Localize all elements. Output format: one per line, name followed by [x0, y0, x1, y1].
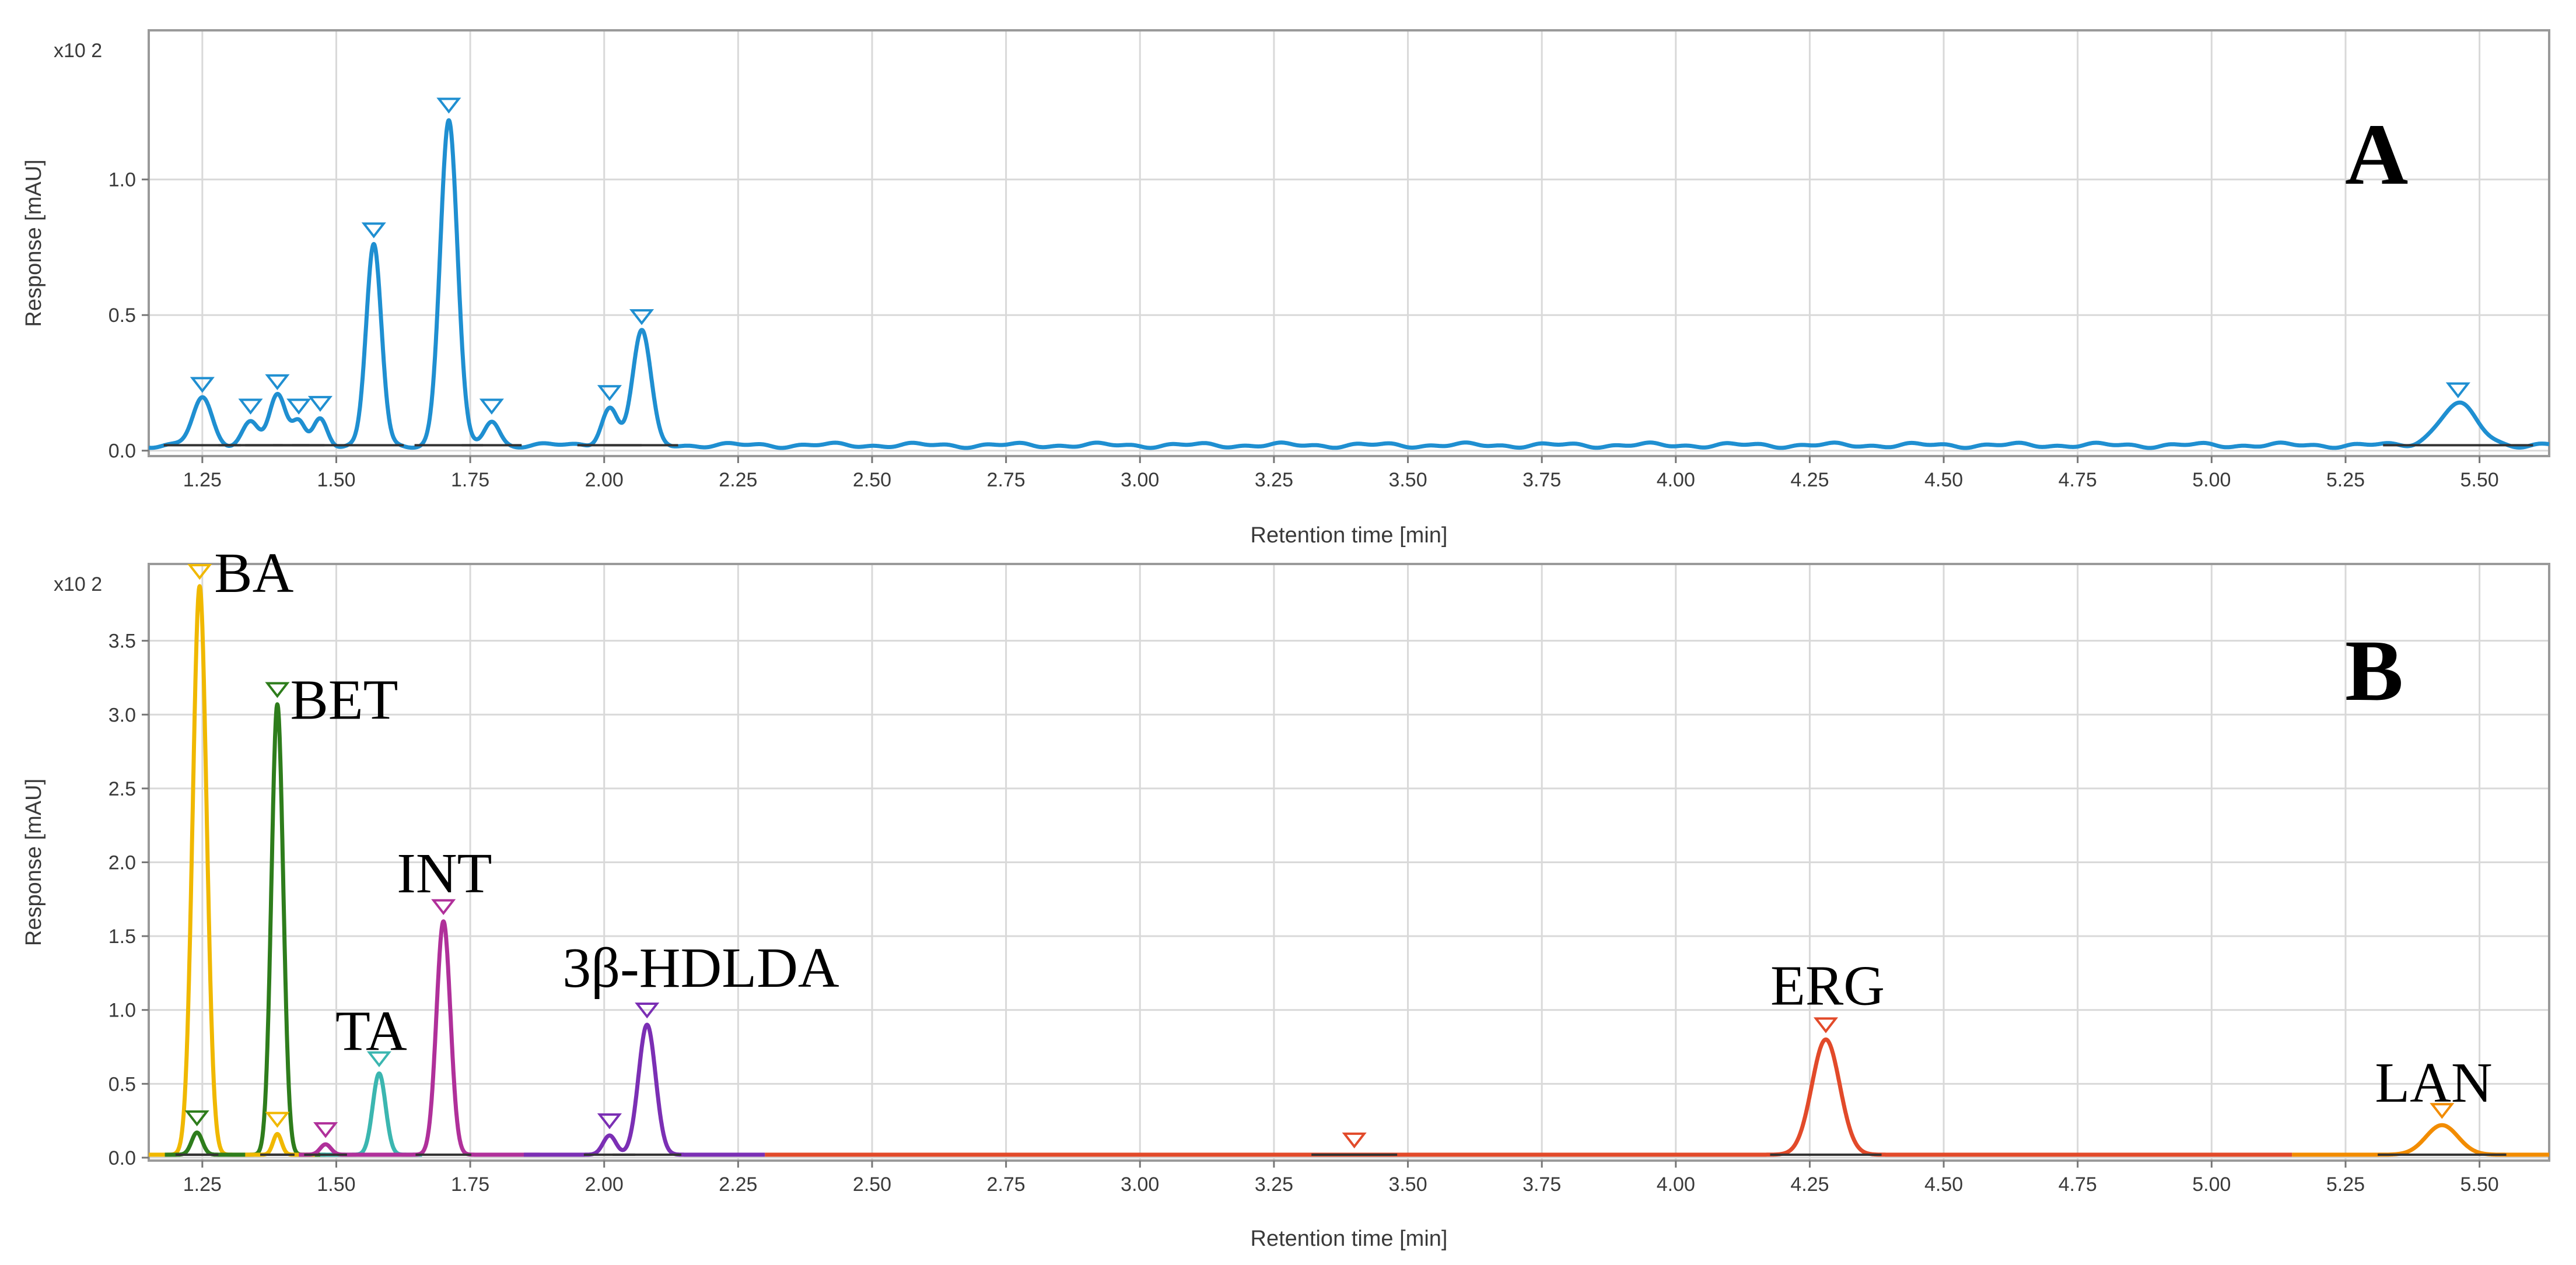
x-tick-label: 3.50: [1388, 1173, 1427, 1196]
peak-label: ERG: [1770, 954, 1885, 1017]
peak-marker: [1342, 1132, 1367, 1149]
x-tick-label: 3.00: [1121, 1173, 1159, 1196]
y-tick-label: 0.0: [108, 440, 136, 462]
peak-label: LAN: [2375, 1052, 2492, 1115]
peak-marker: [265, 682, 290, 698]
y-axis-label: Response [mAU]: [22, 779, 46, 946]
x-axis-label: Retention time [min]: [1251, 1227, 1448, 1251]
y-tick-label: 1.5: [108, 926, 136, 948]
y-multiplier-label: x10 2: [54, 40, 102, 62]
x-tick-label: 1.25: [183, 469, 222, 491]
peak-marker: [629, 309, 654, 325]
plot-frame: [148, 29, 2550, 457]
peak-marker: [597, 1113, 622, 1130]
y-tick-label: 2.0: [108, 852, 136, 874]
peak-marker: [265, 374, 290, 390]
peak-marker: [431, 899, 456, 916]
x-tick-label: 5.00: [2192, 469, 2231, 491]
x-tick-label: 2.75: [987, 1173, 1026, 1196]
peak-label: BET: [290, 669, 398, 732]
x-tick-label: 3.50: [1388, 469, 1427, 491]
x-tick-label: 4.75: [2059, 1173, 2097, 1196]
peak-marker: [366, 1051, 392, 1067]
peak-marker: [238, 398, 263, 415]
y-tick-label: 3.0: [108, 704, 136, 726]
x-tick-label: 4.25: [1790, 469, 1829, 491]
peak-label: TA: [335, 1000, 407, 1063]
peak-marker: [190, 377, 215, 393]
peak-marker: [307, 395, 333, 412]
x-tick-label: 2.50: [853, 1173, 891, 1196]
peak-marker: [597, 385, 622, 401]
peak-marker: [479, 398, 504, 415]
x-tick-label: 1.75: [451, 1173, 489, 1196]
peak-marker: [1813, 1017, 1839, 1033]
x-tick-label: 5.50: [2460, 1173, 2498, 1196]
x-tick-label: 4.75: [2059, 469, 2097, 491]
peak-marker: [436, 97, 461, 114]
y-tick-label: 1.0: [108, 1000, 136, 1022]
x-tick-label: 4.50: [1924, 1173, 1963, 1196]
peak-marker: [313, 1122, 338, 1138]
x-tick-label: 4.50: [1924, 469, 1963, 491]
peak-label: INT: [397, 842, 492, 905]
x-tick-label: 1.75: [451, 469, 489, 491]
y-axis-label: Response [mAU]: [22, 159, 46, 327]
x-tick-label: 5.25: [2326, 1173, 2365, 1196]
y-multiplier-label: x10 2: [54, 573, 102, 595]
x-tick-label: 2.25: [719, 1173, 757, 1196]
peak-marker: [187, 563, 212, 580]
series-line-7: [763, 1037, 2294, 1157]
peak-marker: [635, 1003, 660, 1019]
y-tick-label: 0.5: [108, 1073, 136, 1095]
x-tick-label: 2.50: [853, 469, 891, 491]
panel-letter: A: [2345, 106, 2408, 203]
y-tick-label: 3.5: [108, 630, 136, 653]
y-tick-label: 1.0: [108, 169, 136, 191]
x-tick-label: 2.25: [719, 469, 757, 491]
x-tick-label: 3.75: [1522, 1173, 1561, 1196]
y-tick-label: 0.5: [108, 304, 136, 327]
peak-label: 3β-HDLDA: [562, 937, 839, 1000]
x-tick-label: 4.00: [1657, 1173, 1695, 1196]
series-line-6: [522, 1022, 767, 1157]
x-tick-label: 2.75: [987, 469, 1026, 491]
panel-b: 1.25 1.50 1.75 2.00 2.25 2.50 2.75 3.00 3.25 3.50…: [22, 542, 2550, 1251]
peak-marker: [2445, 382, 2470, 398]
x-tick-label: 4.25: [1790, 1173, 1829, 1196]
peak-marker: [2430, 1103, 2455, 1119]
x-tick-label: 3.00: [1121, 469, 1159, 491]
x-axis-label: Retention time [min]: [1251, 523, 1448, 548]
peak-marker: [361, 222, 386, 239]
y-tick-label: 0.0: [108, 1147, 136, 1169]
x-tick-label: 3.25: [1255, 469, 1293, 491]
x-tick-label: 3.75: [1522, 469, 1561, 491]
x-tick-label: 1.50: [317, 1173, 355, 1196]
peak-label: BA: [214, 542, 293, 605]
panel-a: 1.25 1.50 1.75 2.00 2.25 2.50 2.75 3.00 3.25 3.50…: [22, 29, 2550, 548]
x-tick-label: 4.00: [1657, 469, 1695, 491]
peak-marker: [286, 398, 312, 415]
x-tick-label: 5.25: [2326, 469, 2365, 491]
x-tick-label: 5.50: [2460, 469, 2498, 491]
x-tick-label: 2.00: [585, 469, 624, 491]
x-tick-label: 1.50: [317, 469, 355, 491]
x-tick-label: 1.25: [183, 1173, 222, 1196]
peak-marker: [184, 1110, 209, 1127]
x-tick-label: 5.00: [2192, 1173, 2231, 1196]
series-line-1: [149, 118, 2549, 450]
panel-letter: B: [2345, 622, 2403, 719]
plot-area: [149, 30, 2549, 456]
x-tick-label: 2.00: [585, 1173, 624, 1196]
y-tick-label: 2.5: [108, 778, 136, 800]
peak-marker: [265, 1112, 290, 1128]
x-tick-label: 3.25: [1255, 1173, 1293, 1196]
